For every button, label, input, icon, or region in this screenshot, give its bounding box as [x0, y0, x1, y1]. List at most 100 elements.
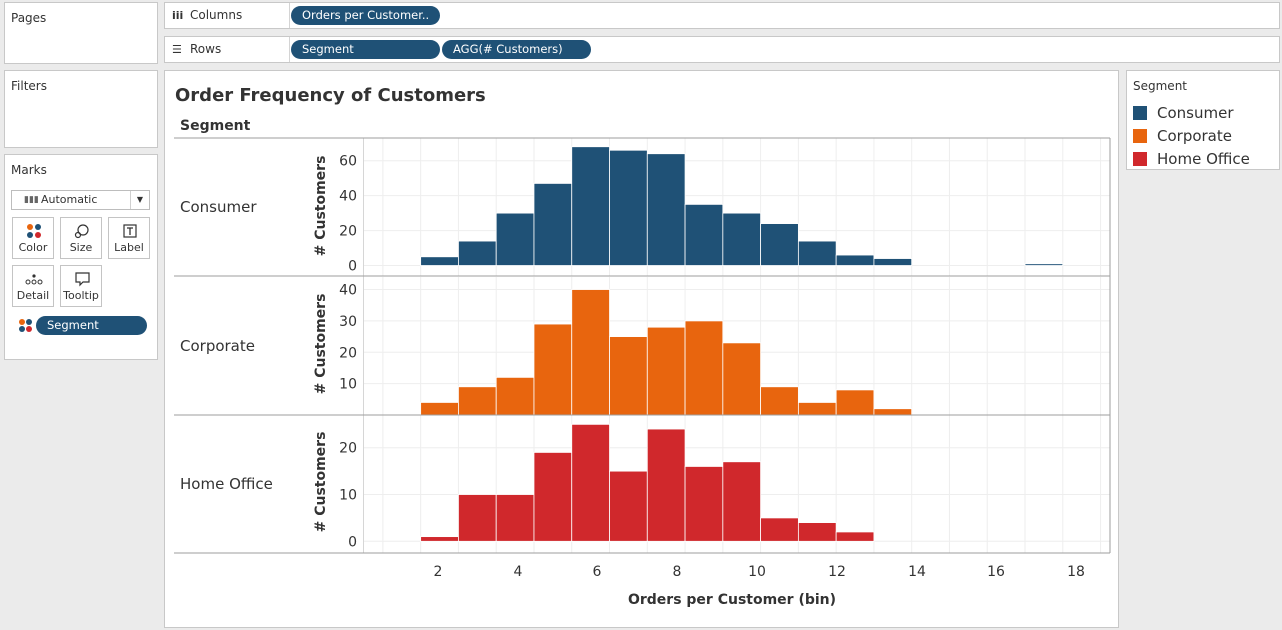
filters-card[interactable]: Filters — [4, 70, 158, 148]
label-button-label: Label — [114, 241, 144, 254]
columns-label: Columns — [190, 8, 243, 22]
histogram-bar — [609, 149, 648, 266]
histogram-bar — [533, 183, 573, 266]
histogram-bar — [873, 408, 913, 416]
columns-icon: iii — [172, 9, 184, 22]
detail-button[interactable]: Detail — [12, 265, 54, 307]
x-tick: 18 — [1067, 564, 1085, 580]
histogram-bar — [797, 522, 837, 542]
histogram-bar — [571, 146, 610, 266]
rows-pill-segment[interactable]: Segment — [291, 40, 440, 59]
histogram-bar — [533, 323, 573, 416]
tooltip-bubble-icon — [75, 272, 90, 287]
tooltip-button[interactable]: Tooltip — [60, 265, 102, 307]
marks-title: Marks — [11, 163, 47, 177]
size-icon — [74, 224, 89, 239]
histogram-bar — [835, 389, 875, 416]
histogram-bar — [760, 386, 799, 416]
row-header-segment: Segment — [180, 118, 251, 134]
y-tick-label: 10 — [339, 377, 357, 393]
label-button[interactable]: Label — [108, 217, 150, 259]
size-button-label: Size — [69, 241, 93, 254]
mark-type-value: Automatic — [41, 193, 98, 206]
bar-chart-icon: ▮▮▮ — [24, 195, 39, 205]
segment-legend: Segment Consumer Corporate Home Office — [1126, 70, 1280, 170]
mark-type-dropdown[interactable]: ▮▮▮ Automatic ▼ — [11, 190, 150, 210]
rows-shelf-label: ☰ Rows — [165, 37, 290, 62]
histogram-bar — [760, 517, 799, 542]
row-label-home-office: Home Office — [180, 475, 273, 493]
marks-segment-pill[interactable]: Segment — [36, 316, 147, 335]
x-tick: 8 — [672, 564, 682, 580]
x-tick: 16 — [987, 564, 1005, 580]
pages-card[interactable]: Pages — [4, 2, 158, 64]
histogram-bar — [873, 258, 913, 266]
columns-shelf[interactable]: iii Columns Orders per Customer.. — [164, 2, 1280, 29]
y-tick-label: 60 — [339, 154, 357, 170]
tooltip-button-label: Tooltip — [63, 289, 99, 302]
y-tick-label: 30 — [339, 314, 357, 330]
color-dots-icon — [19, 319, 32, 332]
filters-title: Filters — [11, 79, 47, 93]
histogram-bar — [684, 203, 724, 266]
histogram-bar — [760, 223, 799, 266]
detail-button-label: Detail — [16, 289, 50, 302]
histogram-bar — [571, 289, 610, 416]
histogram-bar — [722, 342, 762, 416]
legend-label-consumer: Consumer — [1157, 104, 1234, 122]
y-tick-label: 0 — [348, 259, 357, 275]
rows-icon: ☰ — [172, 43, 182, 56]
x-tick: 12 — [828, 564, 846, 580]
color-button[interactable]: Color — [12, 217, 54, 259]
legend-title: Segment — [1133, 79, 1187, 93]
histogram-bar — [420, 256, 459, 266]
legend-label-home-office: Home Office — [1157, 150, 1250, 168]
x-tick: 10 — [748, 564, 766, 580]
rows-pill-customers[interactable]: AGG(# Customers) — [442, 40, 591, 59]
histogram-bar — [458, 386, 497, 416]
histogram-bar — [835, 531, 875, 542]
x-tick: 14 — [908, 564, 926, 580]
y-tick-label: 20 — [339, 224, 357, 240]
y-tick-label: 20 — [339, 441, 357, 457]
histogram-bar — [835, 254, 875, 266]
histogram-bar — [420, 402, 459, 416]
row-label-consumer: Consumer — [180, 198, 257, 216]
histogram-bar — [420, 536, 459, 542]
rows-label: Rows — [190, 42, 222, 56]
y-tick-label: 40 — [339, 283, 357, 299]
y-tick-label: 0 — [348, 534, 357, 550]
x-tick: 4 — [513, 564, 523, 580]
color-button-label: Color — [18, 241, 48, 254]
text-label-icon — [123, 224, 137, 238]
color-dots-icon — [27, 224, 41, 238]
view-title: Order Frequency of Customers — [175, 85, 486, 106]
columns-shelf-label: iii Columns — [165, 3, 290, 28]
histogram-bar — [533, 452, 573, 542]
columns-pill[interactable]: Orders per Customer.. — [291, 6, 440, 25]
histogram-bar — [609, 336, 648, 416]
x-axis-title: Orders per Customer (bin) — [627, 592, 837, 608]
x-tick: 6 — [592, 564, 602, 580]
rows-shelf[interactable]: ☰ Rows Segment AGG(# Customers) — [164, 36, 1280, 63]
histogram-bar — [722, 461, 762, 542]
size-button[interactable]: Size — [60, 217, 102, 259]
row-label-corporate: Corporate — [180, 337, 255, 355]
histogram-bar — [458, 494, 497, 542]
histogram-bar — [797, 240, 837, 266]
legend-swatch-consumer — [1133, 106, 1147, 120]
histogram-bar — [458, 240, 497, 266]
marks-card: Marks ▮▮▮ Automatic ▼ Color Size Label — [4, 154, 158, 360]
histogram-bar — [571, 423, 610, 542]
histogram-bar — [684, 466, 724, 542]
chevron-down-icon[interactable]: ▼ — [130, 191, 149, 209]
legend-swatch-corporate — [1133, 129, 1147, 143]
x-tick: 2 — [433, 564, 443, 580]
legend-label-corporate: Corporate — [1157, 127, 1232, 145]
y-tick-label: 20 — [339, 345, 357, 361]
histogram-bar — [646, 428, 686, 542]
histogram-bar — [495, 376, 535, 416]
y-tick-label: 40 — [339, 189, 357, 205]
y-tick-label: 10 — [339, 488, 357, 504]
